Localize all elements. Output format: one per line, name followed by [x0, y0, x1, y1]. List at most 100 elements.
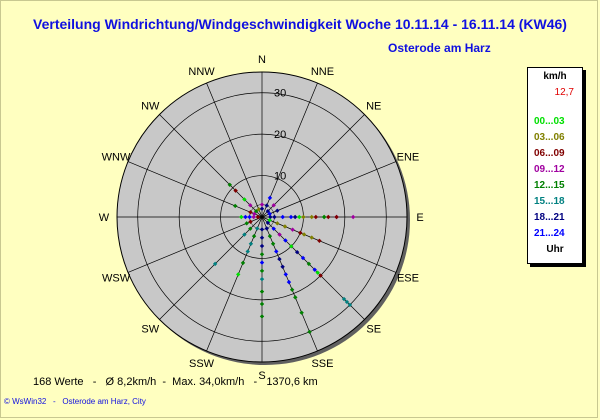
legend-item: 03...06: [534, 132, 565, 143]
direction-label: WSW: [102, 272, 131, 284]
wind-point: [259, 289, 265, 294]
wind-point: [317, 238, 322, 243]
grid-spoke: [127, 161, 263, 218]
wind-point: [280, 214, 285, 220]
wind-point: [282, 224, 288, 229]
direction-label: SE: [366, 324, 381, 336]
wind-point: [271, 203, 276, 208]
wind-point: [294, 249, 300, 255]
wind-point: [347, 302, 353, 308]
chart-title: Verteilung Windrichtung/Windgeschwindigk…: [33, 16, 567, 32]
wind-point: [259, 206, 265, 211]
wind-point: [277, 232, 282, 237]
grid-spoke: [261, 161, 397, 218]
wind-point: [350, 214, 356, 220]
wind-point: [300, 255, 306, 261]
direction-label: ENE: [397, 152, 420, 164]
wind-point: [277, 256, 282, 262]
wind-point: [307, 329, 312, 335]
radial-tick-label: 30: [274, 88, 286, 100]
wind-point: [334, 214, 339, 220]
wind-point: [265, 220, 271, 226]
wind-point: [259, 268, 265, 274]
chart-subtitle: Osterode am Harz: [388, 41, 491, 55]
wind-point: [252, 211, 257, 217]
wind-point: [283, 238, 288, 243]
wind-point: [248, 219, 253, 224]
wind-point: [297, 214, 302, 220]
wind-point: [259, 276, 265, 282]
wind-point: [248, 210, 253, 215]
wind-point: [242, 197, 247, 202]
direction-label: S: [258, 370, 265, 382]
wind-point: [259, 235, 265, 240]
direction-label: E: [416, 212, 423, 224]
legend-item: 09...12: [534, 164, 565, 175]
wind-point: [248, 226, 253, 231]
wind-point: [265, 208, 271, 214]
wind-point: [245, 249, 250, 254]
wind-point: [227, 182, 232, 187]
grid-spoke: [261, 82, 318, 218]
legend-item: 06...09: [534, 148, 565, 159]
wind-point: [312, 267, 317, 272]
wind-point: [301, 232, 307, 237]
grid-spoke: [206, 216, 263, 352]
wind-point: [293, 295, 298, 300]
direction-label: ESE: [397, 272, 419, 284]
wind-point: [236, 272, 241, 277]
wind-point: [321, 214, 327, 220]
legend: km/h 12,7 00...03 03...06 06...09 09...1…: [527, 67, 583, 264]
direction-label: NNE: [311, 66, 334, 78]
radial-tick-label: 10: [274, 171, 286, 183]
wind-point: [289, 287, 295, 292]
wind-point: [259, 252, 265, 257]
wind-point: [288, 214, 294, 220]
wind-point: [290, 227, 295, 232]
wind-point: [251, 214, 256, 220]
wind-point: [256, 207, 262, 212]
wind-point: [239, 214, 244, 220]
wind-point: [259, 227, 265, 232]
wind-point: [272, 214, 277, 220]
direction-label: SSE: [311, 358, 333, 370]
wind-point: [264, 203, 269, 208]
wind-point: [267, 195, 273, 201]
wind-point: [315, 270, 320, 275]
wind-point: [306, 261, 312, 267]
legend-item: 18...21: [534, 212, 565, 223]
radial-tick-label: 20: [274, 129, 286, 141]
direction-label: NE: [366, 100, 381, 112]
wind-point: [255, 214, 261, 220]
grid-spoke: [127, 216, 263, 273]
wind-point: [248, 203, 253, 208]
direction-label: SW: [141, 324, 159, 336]
wind-point: [298, 230, 303, 236]
wind-point: [299, 310, 304, 315]
direction-label: SSW: [189, 358, 215, 370]
wind-point: [341, 296, 347, 302]
legend-item: 00...03: [534, 116, 565, 127]
wind-point: [292, 214, 298, 220]
legend-item: 15...18: [534, 196, 565, 207]
wind-point: [251, 233, 257, 239]
wind-point: [240, 260, 246, 266]
wind-point: [268, 214, 273, 220]
wind-point: [275, 208, 280, 213]
wind-point: [212, 261, 218, 267]
wind-point: [309, 235, 314, 240]
wind-point: [270, 241, 276, 246]
legend-item: 12...15: [534, 180, 565, 191]
wind-point: [243, 214, 248, 220]
wind-point: [259, 243, 265, 249]
wind-point: [259, 260, 265, 265]
footer-credit: © WsWin32 - Osterode am Harz, City: [4, 397, 146, 406]
wind-point: [264, 226, 269, 231]
direction-label: W: [99, 212, 110, 224]
wind-point: [280, 264, 285, 269]
wind-point: [286, 279, 292, 285]
grid-spoke: [261, 216, 318, 352]
wind-point: [253, 208, 259, 214]
